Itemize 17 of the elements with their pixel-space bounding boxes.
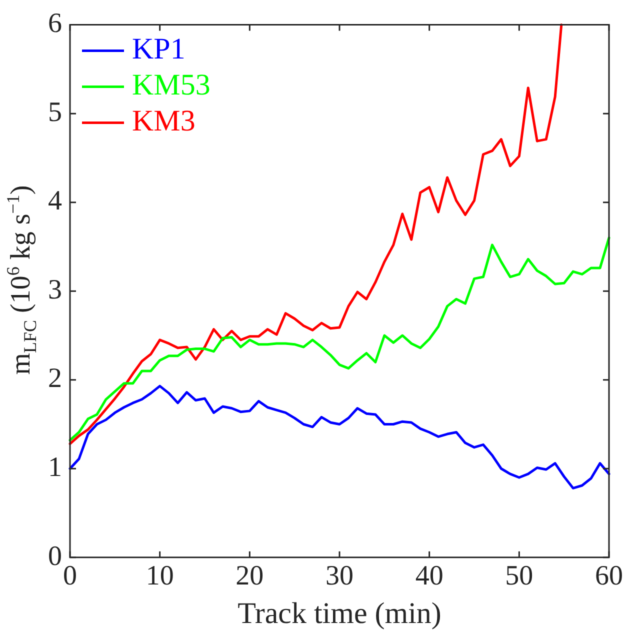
y-tick-label: 2 — [48, 363, 62, 394]
x-tick-label: 50 — [505, 560, 534, 592]
legend-label: KM53 — [132, 68, 210, 102]
legend-label: KM3 — [132, 104, 196, 138]
y-tick-label: 3 — [48, 274, 62, 306]
y-tick-label: 0 — [48, 540, 62, 572]
y-tick-label: 5 — [48, 96, 62, 128]
y-tick-label: 6 — [48, 8, 62, 40]
legend-label: KP1 — [132, 32, 186, 66]
x-tick-label: 10 — [146, 560, 174, 592]
x-tick-label: 20 — [236, 560, 264, 592]
y-tick-label: 4 — [48, 186, 62, 217]
x-tick-label: 60 — [595, 560, 623, 592]
x-tick-label: 40 — [415, 560, 444, 592]
y-tick-label: 1 — [48, 452, 62, 483]
x-axis-title: Track time (min) — [238, 596, 442, 630]
x-tick-label: 30 — [326, 560, 354, 592]
